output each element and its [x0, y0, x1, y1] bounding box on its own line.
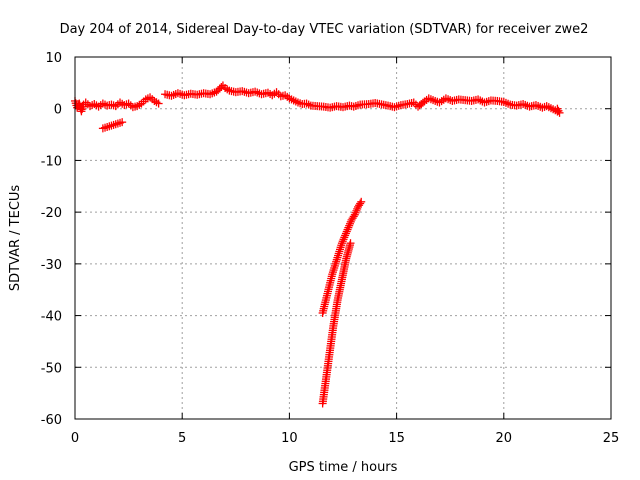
y-tick-label: -10 — [41, 154, 62, 169]
data-point — [345, 219, 354, 228]
data-point — [98, 124, 107, 133]
data-point — [353, 204, 362, 213]
data-point — [356, 199, 365, 208]
chart-title: Day 204 of 2014, Sidereal Day-to-day VTE… — [60, 22, 589, 37]
data-point — [476, 96, 485, 105]
data-point — [342, 227, 351, 236]
data-point — [553, 104, 562, 113]
y-tick-label: -60 — [41, 413, 62, 428]
data-point — [339, 235, 348, 244]
x-tick-label: 20 — [496, 431, 513, 446]
y-tick-label: -50 — [41, 361, 62, 376]
data-point — [169, 90, 178, 99]
data-point — [238, 87, 247, 96]
data-point — [504, 99, 513, 108]
data-point — [105, 122, 114, 131]
data-point — [341, 229, 350, 238]
y-axis-label: SDTVAR / TECUs — [8, 185, 23, 292]
y-tick-label: 0 — [54, 103, 62, 118]
data-point — [101, 123, 110, 132]
data-point — [240, 87, 249, 96]
data-point — [103, 122, 112, 131]
data-point — [354, 101, 363, 110]
data-point — [274, 90, 283, 99]
data-point — [107, 121, 116, 130]
data-point — [501, 98, 510, 107]
data-point — [357, 197, 366, 206]
data-point — [116, 118, 125, 127]
x-tick-label: 15 — [388, 431, 405, 446]
data-point — [482, 97, 491, 106]
x-axis-label: GPS time / hours — [289, 460, 398, 475]
data-point — [390, 103, 399, 112]
data-point — [217, 82, 226, 91]
data-point — [304, 100, 313, 109]
data-points — [71, 81, 564, 408]
data-point — [111, 120, 120, 129]
data-point — [176, 89, 185, 98]
data-point — [351, 101, 360, 110]
data-point — [343, 225, 352, 234]
plot-frame — [74, 56, 612, 420]
data-point — [349, 102, 358, 111]
y-tick-label: -30 — [41, 258, 62, 273]
data-point — [341, 231, 350, 240]
y-tick-label: 10 — [45, 51, 62, 66]
grid-lines — [75, 57, 611, 419]
data-point — [345, 221, 354, 230]
data-point — [346, 217, 355, 226]
y-tick-label: -40 — [41, 310, 62, 325]
data-point — [521, 100, 530, 109]
data-point — [86, 102, 95, 111]
data-point — [109, 120, 118, 129]
data-point — [346, 239, 355, 248]
x-tick-label: 5 — [178, 431, 186, 446]
data-point — [444, 95, 453, 104]
x-tick-label: 0 — [71, 431, 79, 446]
data-point — [392, 102, 401, 111]
data-point — [350, 210, 359, 219]
data-point — [126, 101, 135, 110]
x-tick-label: 25 — [603, 431, 620, 446]
data-point — [340, 233, 349, 242]
data-point — [344, 223, 353, 232]
data-point — [352, 206, 361, 215]
data-point — [118, 118, 127, 127]
data-point — [349, 212, 358, 221]
data-point — [146, 93, 155, 102]
data-point — [113, 119, 122, 128]
y-tick-label: -20 — [41, 206, 62, 221]
data-point — [351, 208, 360, 217]
data-point — [337, 239, 346, 248]
x-tick-label: 10 — [281, 431, 298, 446]
data-point — [338, 237, 347, 246]
data-point — [253, 88, 262, 97]
data-point — [154, 99, 163, 108]
